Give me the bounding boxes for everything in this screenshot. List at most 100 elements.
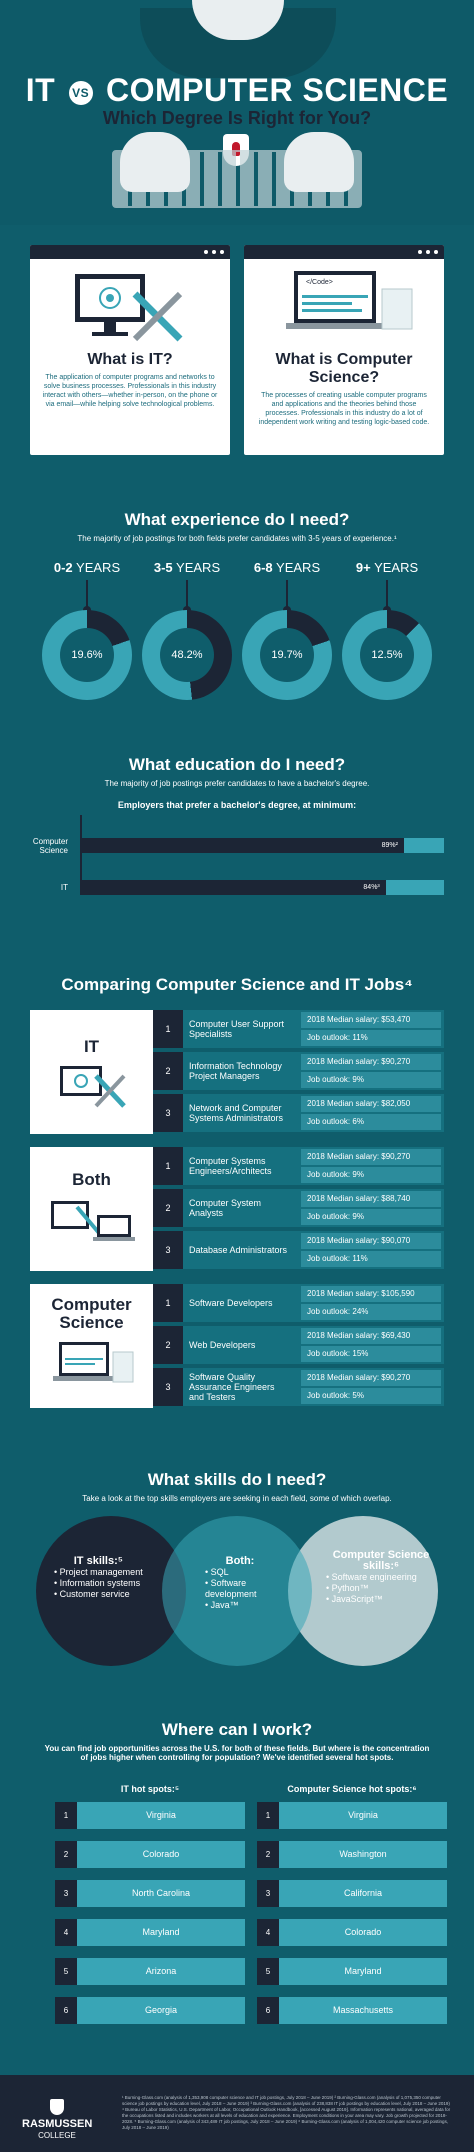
experience-title: What experience do I need?: [124, 510, 350, 529]
job-salary: 2018 Median salary: $90,070: [301, 1233, 441, 1249]
experience-section: What experience do I need? The majority …: [0, 510, 474, 705]
job-salary: 2018 Median salary: $105,590: [301, 1286, 441, 1302]
header: IT VS COMPUTER SCIENCE Which Degree Is R…: [0, 0, 474, 225]
definitions-section: What is IT? The application of computer …: [0, 245, 474, 460]
laptop-code-icon: [52, 1342, 133, 1383]
job-group-it: IT 1 Computer User Support Specialists 201…: [30, 1010, 444, 1134]
job-row: 3 Software Quality Assurance Engineers an…: [153, 1368, 444, 1406]
it-skills-list: IT skills:⁵ • Project management • Inform…: [54, 1555, 143, 1600]
where-section: Where can I work? You can find job oppor…: [0, 1720, 474, 2065]
experience-donut: 19.6%: [42, 610, 132, 700]
job-row: 2 Computer System Analysts 2018 Median sal…: [153, 1189, 444, 1227]
where-note: You can find job opportunities across th…: [44, 1744, 430, 1762]
job-outlook: Job outlook: 9%: [301, 1167, 441, 1183]
job-row: 2 Web Developers 2018 Median salary: $69,4…: [153, 1326, 444, 1364]
hotspot-row: 5 Arizona: [55, 1958, 245, 1985]
education-subtitle: Employers that prefer a bachelor's degre…: [117, 800, 357, 810]
cs-skills-list: Computer Science skills:⁶ • Software eng…: [326, 1549, 430, 1605]
job-row: 3 Network and Computer Systems Administra…: [153, 1094, 444, 1132]
hotspot-row: 4 Colorado: [257, 1919, 447, 1946]
laptop-code-icon: [286, 271, 413, 330]
job-salary: 2018 Median salary: $90,270: [301, 1149, 441, 1165]
job-salary: 2018 Median salary: $90,270: [301, 1054, 441, 1070]
job-title: Software Developers: [189, 1298, 273, 1308]
job-salary: 2018 Median salary: $88,740: [301, 1191, 441, 1207]
group-label-card: IT: [30, 1010, 153, 1134]
hotspot-row: 4 Maryland: [55, 1919, 245, 1946]
right-hand-icon: [284, 132, 354, 192]
job-row: 1 Software Developers 2018 Median salary: …: [153, 1284, 444, 1322]
hotspot-row: 6 Massachusetts: [257, 1997, 447, 2024]
vs-badge: VS: [68, 80, 93, 105]
job-title: Software Quality Assurance Engineers and…: [189, 1372, 275, 1402]
left-hand-icon: [120, 132, 190, 192]
hotspot-row: 3 California: [257, 1880, 447, 1907]
both-skills-circle: [162, 1516, 312, 1666]
hotspot-row: 2 Colorado: [55, 1841, 245, 1868]
group-label-card: Computer Science: [30, 1284, 153, 1408]
hotspot-row: 5 Maryland: [257, 1958, 447, 1985]
job-outlook: Job outlook: 11%: [301, 1251, 441, 1267]
job-title: Computer User Support Specialists: [189, 1019, 285, 1039]
experience-note: The majority of job postings for both fi…: [77, 534, 397, 543]
education-bar: 84%³: [80, 880, 444, 895]
donut-label: 48.2%: [160, 628, 214, 682]
job-outlook: Job outlook: 24%: [301, 1304, 441, 1320]
group-title: Computer Science: [51, 1295, 132, 1332]
job-salary: 2018 Median salary: $53,470: [301, 1012, 441, 1028]
both-skills-list: Both: • SQL • Software development • Java™: [205, 1555, 257, 1611]
hotspot-row: 6 Georgia: [55, 1997, 245, 2024]
cs-definition-card: </Code> What is Computer Science? The pr…: [244, 245, 444, 455]
donut-label: 19.6%: [60, 628, 114, 682]
job-title: Database Administrators: [189, 1245, 288, 1255]
job-salary: 2018 Median salary: $82,050: [301, 1096, 441, 1112]
job-title: Information Technology Project Managers: [189, 1061, 282, 1081]
monitor-tools-icon: [75, 274, 183, 342]
hotspot-row: 3 North Carolina: [55, 1880, 245, 1907]
page-subtitle: Which Degree Is Right for You?: [102, 108, 372, 128]
job-salary: 2018 Median salary: $90,270: [301, 1370, 441, 1386]
monitor-tools-icon: [59, 1066, 126, 1108]
group-label-card: Both: [30, 1147, 153, 1271]
where-title: Where can I work?: [161, 1720, 313, 1739]
education-title: What education do I need?: [128, 755, 346, 774]
education-bar-fill: 89%²: [80, 838, 404, 853]
job-title: Computer Systems Engineers/Architects: [189, 1156, 272, 1176]
comparing-section: Comparing Computer Science and IT Jobs⁴ …: [0, 975, 474, 1420]
rasmussen-shield-icon: [50, 2099, 64, 2115]
comparing-title: Comparing Computer Science and IT Jobs⁴: [61, 975, 413, 994]
hotspot-row: 1 Virginia: [55, 1802, 245, 1829]
bar-label: Computer Science: [32, 837, 68, 855]
experience-range: 6-8 YEARS: [253, 560, 321, 575]
job-row: 1 Computer Systems Engineers/Architects 20…: [153, 1147, 444, 1185]
experience-donut: 48.2%: [142, 610, 232, 700]
experience-donut: 19.7%: [242, 610, 332, 700]
job-outlook: Job outlook: 11%: [301, 1030, 441, 1046]
rasmussen-logo: RASMUSSEN COLLEGE: [22, 2099, 92, 2142]
education-bar-fill: 84%³: [80, 880, 386, 895]
job-salary: 2018 Median salary: $69,430: [301, 1328, 441, 1344]
it-definition-card: What is IT? The application of computer …: [30, 245, 230, 455]
page-title: IT VS COMPUTER SCIENCE: [25, 72, 449, 108]
job-outlook: Job outlook: 9%: [301, 1209, 441, 1225]
job-group-cs: Computer Science 1 Software Developers 201…: [30, 1284, 444, 1408]
job-group-both: Both 1 Computer Systems Engineers/Archite…: [30, 1147, 444, 1271]
hotspot-row: 2 Washington: [257, 1841, 447, 1868]
skills-title: What skills do I need?: [147, 1470, 327, 1489]
job-title: Network and Computer Systems Administrat…: [189, 1103, 284, 1123]
experience-donut: 12.5%: [342, 610, 432, 700]
job-outlook: Job outlook: 15%: [301, 1346, 441, 1362]
education-section: What education do I need? The majority o…: [0, 755, 474, 915]
skills-note: Take a look at the top skills employers …: [82, 1494, 392, 1503]
job-row: 2 Information Technology Project Managers…: [153, 1052, 444, 1090]
it-hotspots: IT hot spots:⁵ 1 Virginia 2 Colorado 3 Nort…: [55, 1784, 245, 2036]
experience-range: 3-5 YEARS: [153, 560, 221, 575]
group-title: IT: [83, 1037, 100, 1056]
experience-range: 9+ YEARS: [355, 560, 419, 575]
it-illustration: [30, 259, 230, 349]
job-outlook: Job outlook: 9%: [301, 1072, 441, 1088]
donut-label: 12.5%: [360, 628, 414, 682]
education-bar: 89%²: [80, 838, 444, 853]
bar-label: IT: [60, 883, 68, 892]
job-outlook: Job outlook: 5%: [301, 1388, 441, 1404]
